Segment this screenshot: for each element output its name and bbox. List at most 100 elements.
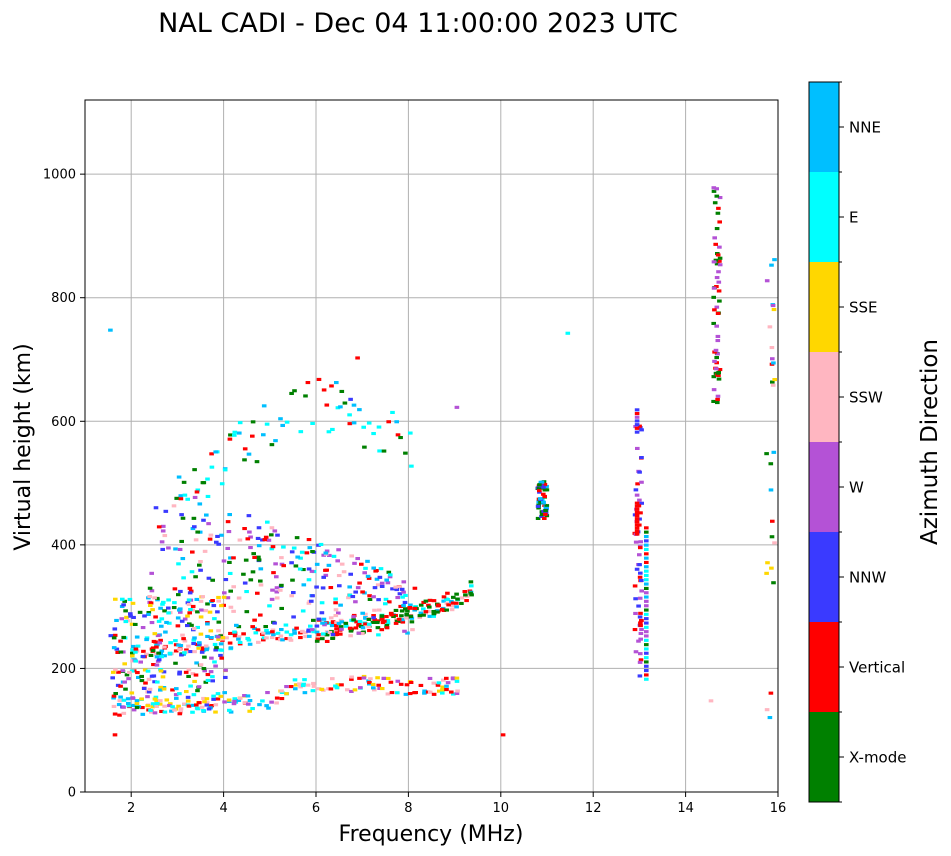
echo-point [376,683,381,687]
echo-point [537,483,542,487]
echo-point [222,591,227,595]
echo-point [634,520,640,524]
echo-point [639,627,644,631]
echo-point [306,567,312,571]
echo-point [291,615,296,619]
echo-point [266,706,271,710]
echo-point [427,614,433,618]
echo-point [375,583,381,587]
echo-point [288,633,294,637]
echo-point [237,696,243,700]
echo-point [399,587,405,591]
echo-point [717,263,723,267]
echo-point [328,616,334,620]
echo-point [644,535,649,539]
echo-point [154,663,160,667]
echo-point [130,601,136,605]
echo-point [113,692,118,696]
echo-point [371,566,376,570]
echo-point [305,381,311,385]
echo-point [213,450,218,454]
echo-point [716,206,721,210]
echo-point [303,394,308,398]
echo-point [357,619,363,623]
echo-point [324,633,330,637]
echo-point [347,422,353,426]
echo-point [143,681,148,685]
echo-point [634,532,640,536]
echo-point [327,553,332,557]
echo-point [148,708,153,712]
echo-point [644,582,649,586]
echo-point [153,695,159,699]
echo-point [258,567,264,571]
echo-point [638,652,643,656]
echo-point [159,649,165,653]
echo-point [141,654,146,658]
echo-point [149,571,154,575]
echo-point [372,586,378,590]
echo-point [160,547,165,551]
echo-point [366,625,371,629]
echo-point [638,631,644,635]
echo-point [216,595,221,599]
echo-point [712,236,717,240]
echo-point [565,331,571,335]
echo-point [375,626,381,630]
echo-point [379,581,385,585]
echo-point [376,598,381,602]
echo-point [172,708,177,712]
echo-point [175,616,181,620]
echo-point [256,544,262,548]
echo-point [362,445,367,449]
echo-point [717,368,723,372]
echo-point [140,712,146,716]
echo-point [250,434,255,438]
echo-point [387,600,392,604]
echo-point [176,475,182,479]
echo-point [269,443,275,447]
echo-point [393,608,399,612]
echo-point [431,681,437,685]
echo-point [264,636,269,640]
echo-point [638,637,643,641]
colorbar-label-nne: NNE [849,119,881,137]
echo-point [237,640,243,644]
echo-point [205,602,210,606]
echo-point [644,660,649,664]
echo-point [542,516,547,520]
echo-point [316,633,322,637]
echo-point [375,619,381,623]
echo-point [245,636,250,640]
echo-point [202,669,207,673]
echo-point [269,533,274,537]
echo-point [130,648,135,652]
echo-point [112,733,118,737]
echo-point [166,546,171,550]
echo-point [283,623,289,627]
echo-point [403,692,409,696]
echo-point [451,595,456,599]
echo-point [360,590,365,594]
echo-point [201,667,207,671]
echo-point [215,534,220,538]
echo-point [236,637,241,641]
echo-point [346,596,351,600]
echo-point [289,391,294,395]
echo-point [330,620,336,624]
echo-point [166,611,171,615]
echo-point [225,546,230,550]
echo-point [111,696,116,700]
echo-point [349,554,354,558]
echo-point [155,634,161,638]
echo-point [284,637,289,641]
echo-point [322,621,328,625]
echo-point [191,638,197,642]
echo-point [192,650,197,654]
echo-point [121,650,126,654]
echo-point [409,464,414,468]
echo-point [769,346,775,350]
echo-point [431,692,437,696]
echo-point [314,624,320,628]
